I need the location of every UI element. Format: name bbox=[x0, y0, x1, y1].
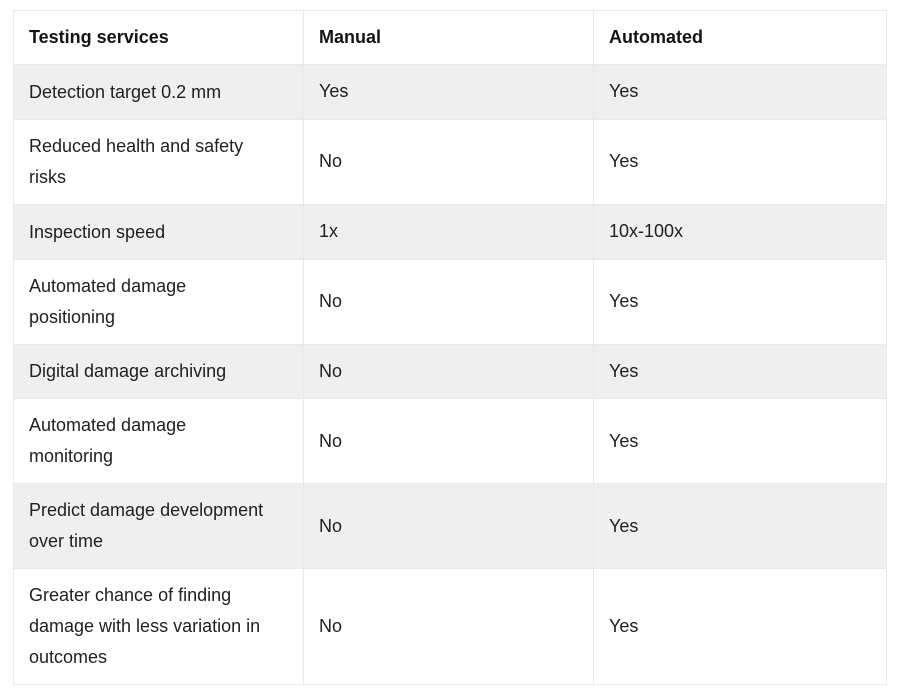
service-label: Automated damage monitoring bbox=[29, 415, 187, 467]
service-cell: Digital damage archiving bbox=[13, 343, 304, 400]
automated-cell: 10x-100x bbox=[593, 203, 887, 260]
service-cell: Inspection speed bbox=[13, 203, 304, 260]
service-label: Digital damage archiving bbox=[29, 361, 227, 382]
column-header-automated: Automated bbox=[593, 10, 887, 65]
column-header-manual: Manual bbox=[303, 10, 594, 65]
comparison-table: Testing services Manual Automated Detect… bbox=[13, 10, 887, 686]
service-cell: Automated damage monitoring bbox=[13, 398, 304, 485]
table-row: Automated damage monitoring No Yes bbox=[13, 398, 887, 485]
automated-cell: Yes bbox=[593, 568, 887, 686]
manual-cell: No bbox=[303, 343, 594, 400]
service-cell: Reduced health and safety risks bbox=[13, 118, 304, 205]
table-row: Automated damage positioning No Yes bbox=[13, 258, 887, 345]
service-cell: Greater chance of finding damage with le… bbox=[13, 568, 304, 686]
automated-cell: Yes bbox=[593, 398, 887, 485]
service-label: Inspection speed bbox=[29, 221, 166, 242]
manual-cell: No bbox=[303, 258, 594, 345]
table-row: Detection target 0.2 mm Yes Yes bbox=[13, 64, 887, 120]
service-label: Predict damage development over time bbox=[29, 500, 264, 552]
comparison-table-container: Testing services Manual Automated Detect… bbox=[13, 10, 887, 686]
manual-cell: No bbox=[303, 118, 594, 205]
column-header-testing-services: Testing services bbox=[13, 10, 304, 65]
table-row: Greater chance of finding damage with le… bbox=[13, 568, 887, 686]
manual-cell: Yes bbox=[303, 64, 594, 120]
automated-cell: Yes bbox=[593, 64, 887, 120]
table-row: Reduced health and safety risks No Yes bbox=[13, 118, 887, 205]
automated-cell: Yes bbox=[593, 483, 887, 570]
service-cell: Automated damage positioning bbox=[13, 258, 304, 345]
automated-cell: Yes bbox=[593, 343, 887, 400]
manual-cell: No bbox=[303, 398, 594, 485]
table-row: Predict damage development over time No Ye… bbox=[13, 483, 887, 570]
automated-cell: Yes bbox=[593, 258, 887, 345]
service-label: Greater chance of finding damage with le… bbox=[29, 585, 261, 668]
service-cell: Predict damage development over time bbox=[13, 483, 304, 570]
manual-cell: No bbox=[303, 568, 594, 686]
service-label: Automated damage positioning bbox=[29, 275, 187, 327]
table-header-row: Testing services Manual Automated bbox=[13, 10, 887, 65]
service-label: Reduced health and safety risks bbox=[29, 135, 244, 187]
service-cell: Detection target 0.2 mm bbox=[13, 64, 304, 120]
table-row: Digital damage archiving No Yes bbox=[13, 343, 887, 400]
manual-cell: No bbox=[303, 483, 594, 570]
service-label: Detection target 0.2 mm bbox=[29, 81, 222, 102]
manual-cell: 1x bbox=[303, 203, 594, 260]
automated-cell: Yes bbox=[593, 118, 887, 205]
table-row: Inspection speed 1x 10x-100x bbox=[13, 203, 887, 260]
table-body: Detection target 0.2 mm Yes Yes Reduced hea… bbox=[13, 64, 887, 686]
